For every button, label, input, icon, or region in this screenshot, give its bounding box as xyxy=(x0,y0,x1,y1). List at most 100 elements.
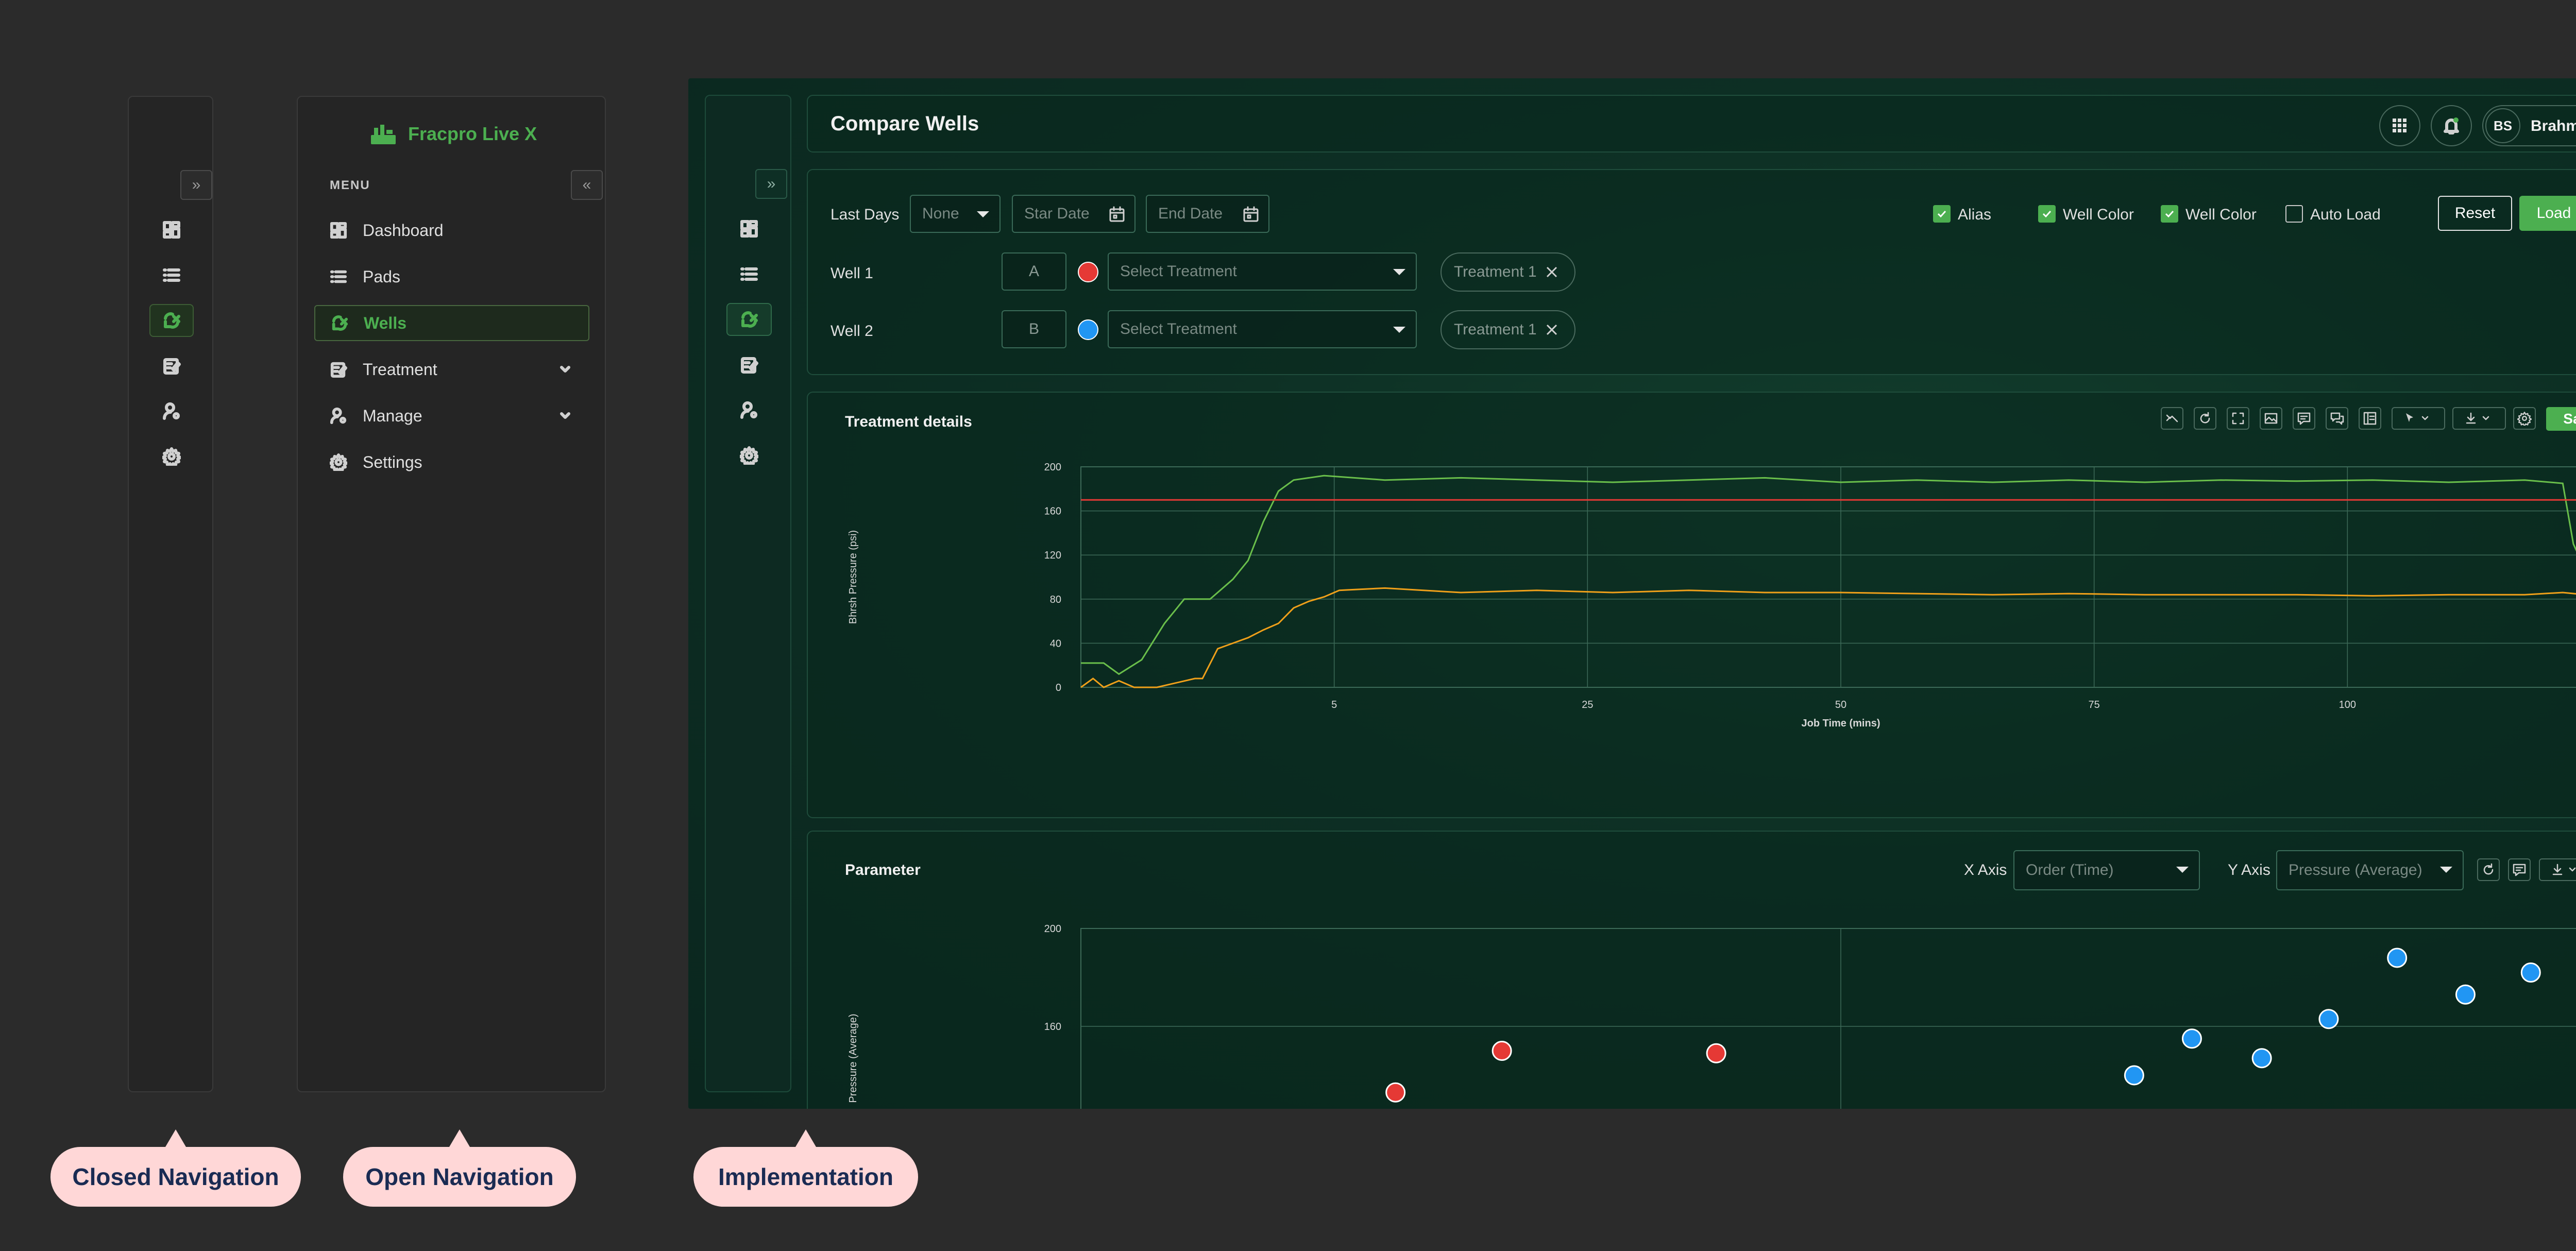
nav-pads[interactable] xyxy=(726,258,772,291)
apps-grid-button[interactable] xyxy=(2379,105,2420,146)
treatment-details-panel: Treatment details Save 0 40 80 120 160 200 5 25… xyxy=(807,392,2576,818)
nav-dashboard[interactable] xyxy=(726,212,772,245)
nav-treatment[interactable] xyxy=(726,348,772,381)
comments-button[interactable] xyxy=(2326,407,2348,430)
comment-button[interactable] xyxy=(2508,858,2531,881)
expand-nav-button[interactable]: » xyxy=(755,169,787,199)
well-color-checkbox-1[interactable] xyxy=(2038,205,2056,223)
nav-pads[interactable] xyxy=(149,259,194,292)
nav-item-label: Pads xyxy=(363,267,400,286)
collapse-nav-button[interactable]: « xyxy=(571,170,603,200)
dashboard-icon xyxy=(740,220,758,238)
nav-item-treatment[interactable]: Treatment xyxy=(314,351,589,387)
y-tick-label: 0 xyxy=(1056,682,1061,694)
zoom-icon xyxy=(2166,414,2178,422)
treatment-select[interactable]: Select Treatment xyxy=(1108,252,1417,291)
fullscreen-button[interactable] xyxy=(2227,407,2249,430)
well-alias-input[interactable]: B xyxy=(1002,310,1066,348)
well-color-checkbox-2[interactable] xyxy=(2161,205,2178,223)
well-alias-input[interactable]: A xyxy=(1002,252,1066,291)
nav-item-dashboard[interactable]: Dashboard xyxy=(314,212,589,248)
wells-icon xyxy=(332,315,348,331)
well-color-swatch[interactable] xyxy=(1078,319,1098,340)
pointer-select[interactable] xyxy=(2392,407,2445,430)
nav-manage[interactable] xyxy=(149,395,194,428)
brand-logo[interactable]: Fracpro Live X xyxy=(370,123,537,145)
download-select[interactable] xyxy=(2452,407,2506,430)
well-color-label-1: Well Color xyxy=(2063,206,2134,223)
treatment-placeholder: Select Treatment xyxy=(1120,320,1237,337)
well-color-swatch[interactable] xyxy=(1078,262,1098,282)
nav-wells[interactable] xyxy=(149,304,194,337)
y-axis-select[interactable]: Pressure (Average) xyxy=(2276,850,2464,890)
auto-load-label: Auto Load xyxy=(2310,206,2381,223)
series-line-1 xyxy=(1081,475,2576,675)
nav-item-pads[interactable]: Pads xyxy=(314,259,589,295)
closed-navigation: » xyxy=(128,96,213,1092)
reset-button[interactable]: Reset xyxy=(2438,196,2512,231)
nav-settings[interactable] xyxy=(726,439,772,472)
nav-manage[interactable] xyxy=(726,394,772,427)
treatment-chip[interactable]: Treatment 1 xyxy=(1440,310,1575,349)
gear-icon xyxy=(740,446,758,465)
nav-item-manage[interactable]: Manage xyxy=(314,398,589,434)
manage-user-icon xyxy=(163,402,180,420)
page-title: Compare Wells xyxy=(831,112,979,135)
save-button[interactable]: Save xyxy=(2546,407,2576,431)
nav-item-settings[interactable]: Settings xyxy=(314,444,589,480)
dashboard-icon xyxy=(163,221,180,239)
grid-icon xyxy=(2393,119,2406,132)
expand-nav-button[interactable]: » xyxy=(180,170,212,200)
chart-settings-button[interactable] xyxy=(2513,407,2536,430)
manage-user-icon xyxy=(740,401,757,419)
list-icon xyxy=(330,270,347,283)
start-date-input[interactable]: Star Date xyxy=(1012,195,1136,233)
nav-wells[interactable] xyxy=(726,303,772,336)
reset-view-button[interactable] xyxy=(2194,407,2216,430)
callout-label: Open Navigation xyxy=(365,1163,554,1190)
cursor-icon xyxy=(2406,413,2429,422)
nav-item-label: Settings xyxy=(363,452,422,471)
download-select[interactable] xyxy=(2539,858,2576,881)
treatment-icon xyxy=(163,358,181,375)
comment-button[interactable] xyxy=(2293,407,2315,430)
scatter-point xyxy=(2124,1065,2144,1086)
load-button[interactable]: Load xyxy=(2519,196,2576,231)
brand-name: Fracpro Live X xyxy=(408,123,537,144)
notifications-button[interactable] xyxy=(2431,105,2472,146)
reset-view-button[interactable] xyxy=(2477,858,2500,881)
last-days-select[interactable]: None xyxy=(910,195,1001,233)
end-date-input[interactable]: End Date xyxy=(1146,195,1269,233)
auto-load-checkbox[interactable] xyxy=(2285,205,2303,223)
close-icon[interactable] xyxy=(1545,265,1558,279)
gear-icon xyxy=(2517,412,2532,426)
y-tick-label: 160 xyxy=(1044,506,1061,517)
treatment-line-chart: 0 40 80 120 160 200 5 25 50 75 100 Job Time (mins) B… xyxy=(848,462,2576,729)
alias-checkbox[interactable] xyxy=(1933,205,1951,223)
y-axis-label: Y Axis xyxy=(2228,861,2270,878)
zoom-button[interactable] xyxy=(2161,407,2183,430)
well-label: Well 1 xyxy=(831,265,873,282)
well-label: Well 2 xyxy=(831,323,873,340)
parameter-title: Parameter xyxy=(845,861,921,878)
layout-button[interactable] xyxy=(2359,407,2381,430)
chip-label: Treatment 1 xyxy=(1454,263,1537,280)
layout-icon xyxy=(2363,412,2377,425)
x-tick-label: 50 xyxy=(1835,699,1846,711)
nav-dashboard[interactable] xyxy=(149,213,194,246)
nav-treatment[interactable] xyxy=(149,349,194,382)
treatment-select[interactable]: Select Treatment xyxy=(1108,310,1417,348)
dashboard-icon xyxy=(330,222,347,239)
image-icon xyxy=(2264,413,2278,424)
x-axis-select[interactable]: Order (Time) xyxy=(2013,850,2200,890)
nav-settings[interactable] xyxy=(149,440,194,473)
image-button[interactable] xyxy=(2260,407,2282,430)
check-icon xyxy=(2042,210,2052,218)
bell-icon xyxy=(2444,117,2459,134)
user-menu[interactable]: BS Brahm xyxy=(2482,105,2576,146)
y-axis-value: Pressure (Average) xyxy=(2289,861,2422,878)
nav-item-wells[interactable]: Wells xyxy=(314,305,589,341)
close-icon[interactable] xyxy=(1545,323,1558,336)
page-header: Compare Wells BS Brahm xyxy=(807,95,2576,153)
treatment-chip[interactable]: Treatment 1 xyxy=(1440,252,1575,292)
